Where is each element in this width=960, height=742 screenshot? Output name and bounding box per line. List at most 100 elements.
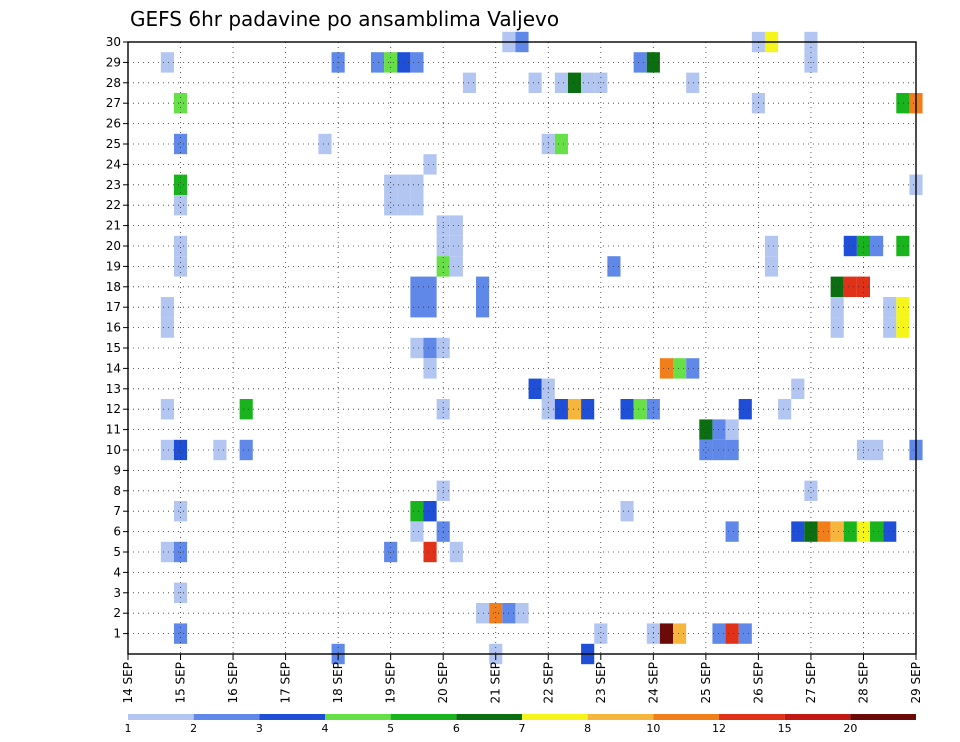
heatmap-cell: [160, 541, 174, 563]
heatmap-cell: [476, 603, 490, 624]
x-tick-label: 24 SEP: [646, 662, 660, 704]
y-tick-label: 9: [113, 463, 121, 477]
heatmap-cell: [462, 72, 477, 93]
heatmap-cell: [449, 235, 463, 257]
y-tick-label: 1: [113, 627, 121, 641]
heatmap-cell: [173, 439, 188, 461]
heatmap-cell: [896, 235, 910, 257]
heatmap-cell: [633, 399, 647, 420]
heatmap-cell: [160, 297, 174, 318]
heatmap-cell: [476, 276, 490, 297]
legend-swatch: [456, 714, 522, 720]
heatmap-cell: [554, 399, 568, 420]
heatmap-cell: [173, 174, 188, 195]
legend-swatch: [850, 714, 916, 720]
heatmap-cell: [567, 399, 582, 420]
y-tick-label: 24: [106, 157, 121, 171]
x-tick-label: 16 SEP: [226, 662, 240, 704]
heatmap-cell: [896, 297, 910, 318]
legend-label: 7: [519, 722, 526, 735]
heatmap-cell: [594, 623, 608, 644]
y-tick-label: 28: [106, 76, 121, 90]
heatmap-cell: [410, 195, 424, 216]
heatmap-cell: [160, 317, 174, 338]
heatmap-cell: [160, 52, 174, 73]
heatmap-cell: [384, 174, 398, 195]
heatmap-cell: [318, 133, 332, 155]
legend-swatch: [193, 714, 260, 720]
heatmap-cell: [173, 93, 188, 114]
heatmap-cell: [699, 439, 713, 461]
y-tick-label: 8: [113, 484, 121, 498]
heatmap-cell: [173, 235, 188, 257]
heatmap-cell: [410, 337, 424, 359]
y-tick-label: 21: [106, 219, 121, 233]
legend-label: 4: [322, 722, 329, 735]
y-tick-label: 11: [106, 423, 121, 437]
legend-label: 8: [584, 722, 591, 735]
heatmap-cell: [883, 317, 897, 338]
heatmap-cell: [370, 52, 385, 73]
heatmap-cell: [528, 72, 542, 93]
heatmap-cell: [160, 439, 174, 461]
y-tick-label: 17: [106, 300, 121, 314]
x-tick-label: 25 SEP: [699, 662, 713, 704]
heatmap-cell: [620, 399, 634, 420]
heatmap-cell: [160, 399, 174, 420]
heatmap-cell: [896, 317, 910, 338]
legend-label: 6: [453, 722, 460, 735]
heatmap-cell: [173, 195, 188, 216]
heatmap-cells: [160, 31, 923, 665]
heatmap-cell: [764, 235, 779, 257]
heatmap-cell: [423, 276, 437, 297]
legend-swatch: [784, 714, 851, 720]
heatmap-cell: [410, 174, 424, 195]
heatmap-cell: [567, 72, 582, 93]
legend-label: 15: [778, 722, 792, 735]
legend-label: 10: [646, 722, 660, 735]
heatmap-cell: [173, 133, 188, 155]
x-tick-label: 17 SEP: [279, 662, 293, 704]
plot-area: [128, 42, 916, 654]
heatmap-cell: [843, 521, 857, 542]
x-tick-label: 18 SEP: [331, 662, 345, 704]
legend-label: 1: [125, 722, 132, 735]
y-tick-label: 18: [106, 280, 121, 294]
heatmap-cell: [791, 378, 805, 399]
heatmap-cell: [804, 480, 818, 501]
heatmap-cell: [725, 521, 739, 542]
heatmap-cell: [830, 317, 844, 338]
heatmap-cell: [554, 72, 568, 93]
heatmap-cell: [239, 439, 253, 461]
heatmap-cell: [725, 439, 739, 461]
heatmap-cell: [423, 154, 437, 175]
legend-swatch: [719, 714, 785, 720]
heatmap-cell: [699, 419, 713, 440]
color-legend: 1 2 3 4 5 6 7 8 10 12 15 20: [125, 714, 916, 735]
heatmap-cell: [738, 399, 752, 420]
heatmap-cell: [817, 521, 831, 542]
legend-label: 20: [843, 722, 857, 735]
heatmap-cell: [410, 297, 424, 318]
heatmap-cell: [870, 439, 884, 461]
legend-swatch: [259, 714, 325, 720]
legend-label: 2: [190, 722, 197, 735]
heatmap-cell: [581, 399, 595, 420]
x-tick-label: 23 SEP: [594, 662, 608, 704]
heatmap-cell: [449, 541, 463, 563]
y-tick-label: 19: [106, 259, 121, 273]
heatmap-cell: [173, 623, 188, 644]
y-tick-label: 22: [106, 198, 121, 212]
y-tick-label: 3: [113, 586, 121, 600]
x-tick-label: 15 SEP: [174, 662, 188, 704]
x-tick-label: 21 SEP: [489, 662, 503, 704]
heatmap-cell: [423, 297, 437, 318]
heatmap-cell: [659, 358, 674, 379]
heatmap-cell: [476, 297, 490, 318]
y-tick-label: 23: [106, 178, 121, 192]
x-tick-label: 19 SEP: [384, 662, 398, 704]
legend-label: 3: [256, 722, 263, 735]
heatmap-cell: [738, 623, 752, 644]
heatmap-cell: [173, 501, 188, 522]
heatmap-cell: [843, 235, 857, 257]
